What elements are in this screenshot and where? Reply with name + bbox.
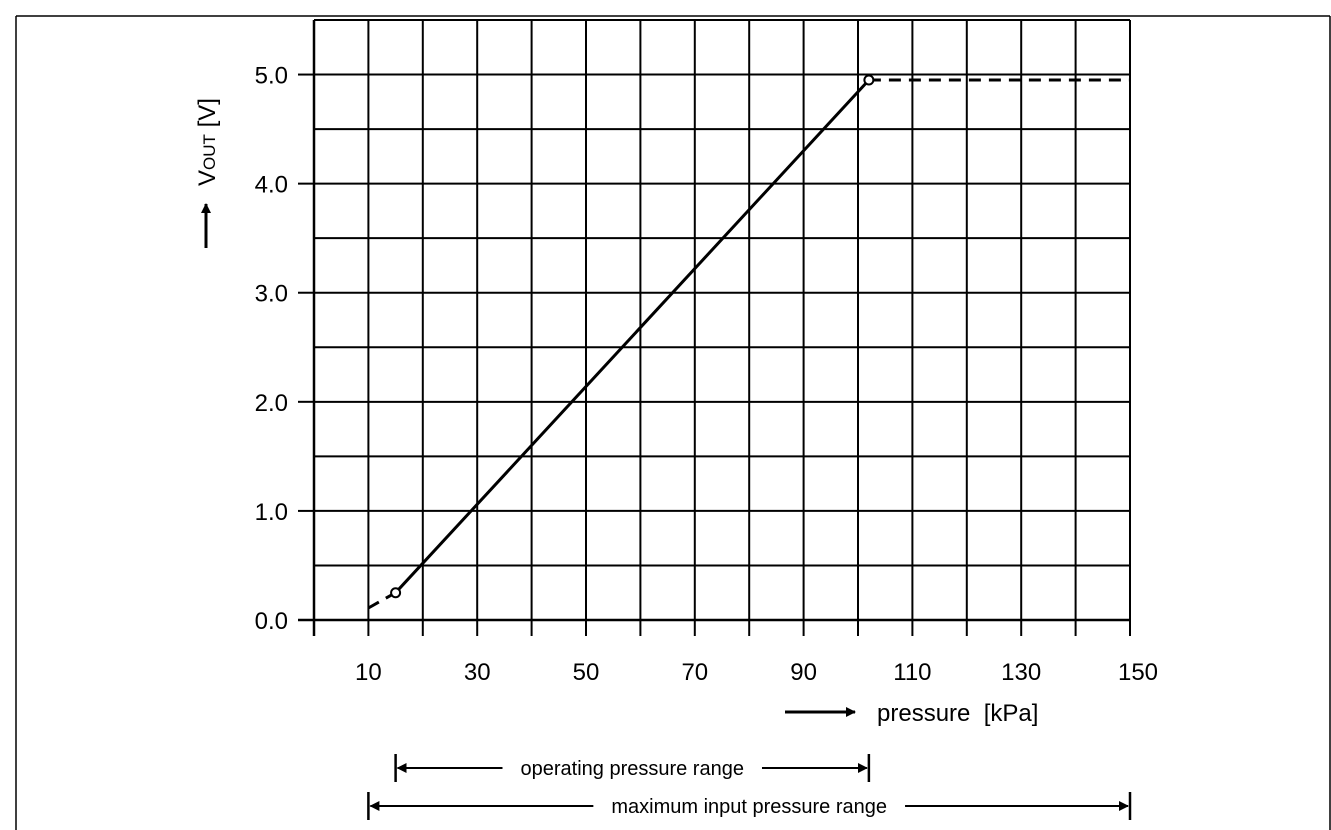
data-marker [863,74,875,86]
x-tick-label: 10 [355,659,382,686]
x-tick-labels: 10 30 50 70 90 110 130 150 [355,659,1158,686]
y-tick-label: 5.0 [255,63,288,90]
x-tick-label: 50 [573,659,600,686]
y-tick-labels: 0.0 1.0 2.0 3.0 4.0 5.0 [255,63,288,635]
x-tick-label: 30 [464,659,491,686]
x-tick-label: 110 [893,659,931,686]
x-tick-label: 130 [1001,659,1041,686]
range-label: operating pressure range [520,758,743,780]
x-tick-label: 150 [1118,659,1158,686]
x-tick-label: 90 [790,659,817,686]
grid [314,19,1131,620]
x-axis-label-group: pressure [kPa] [785,700,1038,727]
series-line-solid [394,78,871,594]
data-markers [390,74,875,599]
range-label: maximum input pressure range [611,796,887,818]
y-axis-label-group: VOUT [V] [194,98,221,248]
x-axis-label: pressure [kPa] [877,700,1038,727]
y-tick-label: 3.0 [255,281,288,308]
pressure-ranges: operating pressure range maximum input pr… [367,754,1132,820]
axes [298,20,1131,636]
x-tick-label: 70 [681,659,708,686]
data-marker [390,587,402,599]
y-tick-label: 1.0 [255,499,288,526]
y-tick-label: 4.0 [255,172,288,199]
y-tick-label: 0.0 [255,608,288,635]
y-axis-label: VOUT [V] [194,98,221,186]
y-tick-label: 2.0 [255,390,288,417]
